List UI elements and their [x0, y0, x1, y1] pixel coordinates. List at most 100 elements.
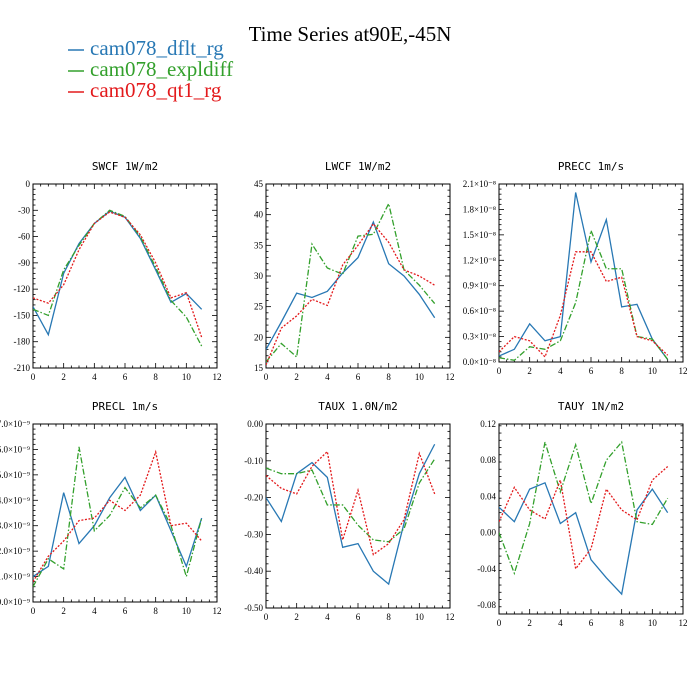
y-tick-label: 6.0×10⁻⁹ [0, 444, 30, 454]
series-line-cam078_dflt_rg [33, 476, 203, 578]
series-line-cam078_expldiff [266, 458, 436, 543]
y-tick-label: -90 [18, 258, 30, 268]
y-tick-label: 0.00 [480, 528, 496, 538]
y-tick-label: -0.40 [244, 566, 263, 576]
legend: cam078_dflt_rgcam078_expldiffcam078_qt1_… [68, 36, 233, 102]
x-tick-label: 0 [264, 372, 269, 382]
y-tick-label: 15 [254, 363, 264, 373]
x-tick-label: 6 [589, 618, 594, 628]
y-tick-label: -0.04 [477, 564, 496, 574]
x-tick-label: 12 [679, 618, 688, 628]
series-line-cam078_expldiff [266, 201, 436, 363]
x-tick-label: 12 [213, 606, 222, 616]
y-tick-label: 0 [26, 179, 31, 189]
y-tick-label: 40 [254, 210, 264, 220]
x-tick-label: 6 [123, 372, 128, 382]
y-tick-label: 1.5×10⁻⁸ [463, 230, 496, 240]
y-tick-label: -120 [14, 284, 31, 294]
y-tick-label: 4.0×10⁻⁹ [0, 495, 30, 505]
y-tick-label: -0.10 [244, 456, 263, 466]
series-line-cam078_qt1_rg [499, 251, 669, 359]
y-tick-label: 35 [254, 240, 264, 250]
x-tick-label: 12 [446, 612, 455, 622]
series-line-cam078_dflt_rg [33, 210, 203, 337]
x-tick-label: 6 [356, 612, 361, 622]
series-line-cam078_dflt_rg [499, 481, 669, 596]
x-tick-label: 10 [648, 366, 658, 376]
axis-frame [32, 423, 218, 603]
x-tick-label: 6 [123, 606, 128, 616]
series-line-cam078_qt1_rg [33, 449, 203, 582]
x-tick-label: 10 [415, 372, 425, 382]
y-tick-label: 25 [254, 302, 264, 312]
panel-units: 1.0N/m2 [351, 400, 397, 413]
x-tick-label: 8 [386, 372, 391, 382]
axis-frame [498, 423, 684, 615]
axis-frame [32, 183, 218, 369]
axis-frame [265, 183, 451, 369]
y-tick-label: -150 [14, 310, 31, 320]
y-tick-label: 1.8×10⁻⁸ [463, 204, 496, 214]
x-tick-label: 2 [294, 372, 299, 382]
y-tick-label: -210 [14, 363, 31, 373]
x-tick-label: 10 [182, 606, 192, 616]
x-tick-label: 2 [61, 372, 66, 382]
panel-title: LWCF 1W/m2 [325, 160, 391, 173]
panel-tauy: TAUY 1N/m2 0 2 4 6 8 10 12 0.12 0.08 0.04 0.00 -0.04… [477, 400, 687, 628]
series-line-cam078_qt1_rg [266, 450, 436, 556]
series-line-cam078_qt1_rg [33, 211, 203, 338]
x-tick-label: 0 [31, 606, 36, 616]
y-tick-label: 0.00 [247, 419, 263, 429]
x-tick-label: 0 [497, 618, 502, 628]
x-tick-label: 8 [153, 372, 158, 382]
legend-label-cam078_qt1_rg: cam078_qt1_rg [90, 78, 222, 102]
x-tick-label: 10 [182, 372, 192, 382]
x-tick-label: 2 [61, 606, 66, 616]
panel-swcf: SWCF 1W/m2 0 2 4 6 8 10 12 0 -30 -60 -90 -120 -150 -18… [14, 160, 222, 382]
panel-units: 1N/m2 [591, 400, 624, 413]
panel-title: PRECC 1m/s [558, 160, 624, 173]
x-tick-label: 8 [153, 606, 158, 616]
y-tick-label: -0.08 [477, 600, 496, 610]
y-tick-label: 3.0×10⁻⁹ [0, 521, 30, 531]
x-tick-label: 8 [386, 612, 391, 622]
y-tick-label: -180 [14, 337, 31, 347]
x-tick-label: 0 [31, 372, 36, 382]
y-tick-label: 1.2×10⁻⁸ [463, 255, 496, 265]
y-tick-label: 1.0×10⁻⁹ [0, 572, 30, 582]
x-tick-label: 2 [527, 366, 532, 376]
panel-units: 1W/m2 [125, 160, 158, 173]
x-tick-label: 10 [415, 612, 425, 622]
series-line-cam078_expldiff [499, 228, 669, 361]
y-tick-label: 45 [254, 179, 264, 189]
x-tick-label: 2 [294, 612, 299, 622]
series-line-cam078_expldiff [33, 209, 203, 347]
series-line-cam078_dflt_rg [266, 443, 436, 586]
x-tick-label: 4 [325, 372, 330, 382]
x-tick-label: 4 [558, 618, 563, 628]
y-tick-label: -30 [18, 205, 30, 215]
y-tick-label: 2.0×10⁻⁹ [0, 546, 30, 556]
x-tick-label: 12 [679, 366, 688, 376]
x-tick-label: 2 [527, 618, 532, 628]
x-tick-label: 12 [213, 372, 222, 382]
panels: SWCF 1W/m2 0 2 4 6 8 10 12 0 -30 -60 -90 -120 -150 -18… [0, 160, 688, 628]
y-tick-label: 5.0×10⁻⁹ [0, 470, 30, 480]
series-line-cam078_expldiff [499, 440, 669, 576]
y-tick-label: 0.0×10⁻⁹ [0, 597, 30, 607]
panel-units: 1W/m2 [358, 160, 391, 173]
series-line-cam078_expldiff [33, 446, 203, 588]
series-line-cam078_dflt_rg [499, 192, 669, 360]
x-tick-label: 12 [446, 372, 455, 382]
y-tick-label: -0.30 [244, 529, 263, 539]
x-tick-label: 6 [589, 366, 594, 376]
series-line-cam078_qt1_rg [499, 466, 669, 571]
panel-lwcf: LWCF 1W/m2 0 2 4 6 8 10 12 15 20 25 30 35 40 45 [254, 160, 455, 382]
x-tick-label: 8 [619, 366, 624, 376]
x-tick-label: 4 [325, 612, 330, 622]
axis-frame [498, 183, 684, 363]
y-tick-label: 30 [254, 271, 264, 281]
panel-title: TAUY 1N/m2 [558, 400, 624, 413]
x-tick-label: 4 [558, 366, 563, 376]
